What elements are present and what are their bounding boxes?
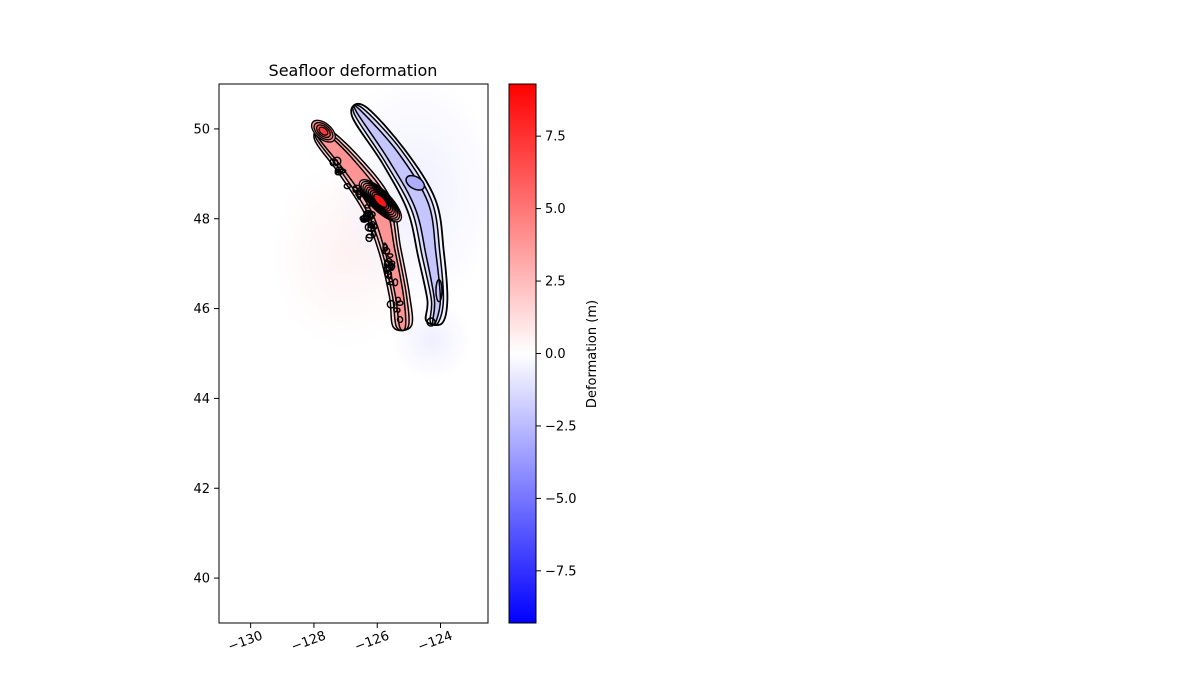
- y-tick-label: 42: [193, 482, 210, 497]
- uplift-small-contour: [370, 229, 376, 239]
- subsidence-contour: [426, 317, 436, 327]
- colorbar-tick-label: −7.5: [545, 564, 577, 579]
- uplift-peak-contour: [373, 193, 388, 208]
- colorbar-tick-label: 7.5: [545, 130, 566, 145]
- uplift-small-contour: [369, 220, 376, 228]
- y-tick-label: 40: [193, 572, 210, 587]
- colorbar: [508, 83, 537, 624]
- uplift-small-contour: [386, 299, 396, 309]
- uplift-small-contour: [387, 253, 394, 259]
- x-tick-label: −124: [416, 629, 455, 655]
- uplift-small-contour: [387, 281, 395, 286]
- uplift-small-contour: [365, 233, 373, 243]
- colorbar-tick-label: 5.0: [545, 202, 566, 217]
- chart-title: Seafloor deformation: [269, 61, 438, 80]
- uplift-contour: [315, 128, 407, 332]
- uplift-small-contour: [364, 204, 371, 209]
- x-tick-label: −126: [353, 629, 392, 655]
- colorbar-label: Deformation (m): [585, 300, 600, 408]
- colorbar-tick-label: −5.0: [545, 492, 577, 507]
- uplift-small-contour: [396, 300, 404, 307]
- uplift-small-contour: [386, 273, 393, 280]
- uplift-small-contour: [384, 257, 393, 267]
- uplift-small-contour: [364, 209, 372, 219]
- uplift-contour: [313, 126, 414, 332]
- uplift-small-contour: [367, 224, 376, 233]
- uplift-small-contour: [393, 307, 398, 313]
- deformation-contours: [310, 119, 443, 327]
- y-tick-label: 46: [193, 302, 210, 317]
- x-tick-label: −130: [226, 629, 265, 655]
- colorbar-axis: −7.5 −5.0 −2.5 0.0 2.5 5.0 7.5: [536, 130, 577, 579]
- uplift-small-contour: [396, 316, 404, 324]
- uplift-small-contour: [363, 215, 373, 221]
- colorbar-tick-label: −2.5: [545, 419, 577, 434]
- uplift-small-contour: [334, 166, 344, 176]
- y-tick-label: 48: [193, 212, 210, 227]
- uplift-small-contour: [389, 263, 395, 271]
- subsidence-contour: [435, 278, 443, 303]
- uplift-small-contour: [395, 296, 402, 304]
- y-axis: 40 42 44 46 48 50: [193, 122, 219, 587]
- x-axis: −130 −128 −126 −124: [226, 623, 455, 655]
- x-tick-label: −128: [289, 629, 328, 655]
- uplift-small-contour: [359, 215, 369, 222]
- uplift-small-contour: [329, 158, 336, 167]
- uplift-small-contour: [355, 190, 364, 198]
- colorbar-tick-label: 2.5: [545, 275, 566, 290]
- colorbar-tick-label: 0.0: [545, 347, 566, 362]
- y-tick-label: 50: [193, 122, 210, 137]
- subsidence-contour: [350, 103, 449, 326]
- uplift-small-contour: [343, 182, 351, 190]
- uplift-tip-contour: [318, 126, 329, 136]
- subsidence-minimum-contour: [405, 174, 426, 191]
- uplift-small-contour: [382, 242, 388, 252]
- y-tick-label: 44: [193, 392, 210, 407]
- plot-frame: [218, 83, 489, 624]
